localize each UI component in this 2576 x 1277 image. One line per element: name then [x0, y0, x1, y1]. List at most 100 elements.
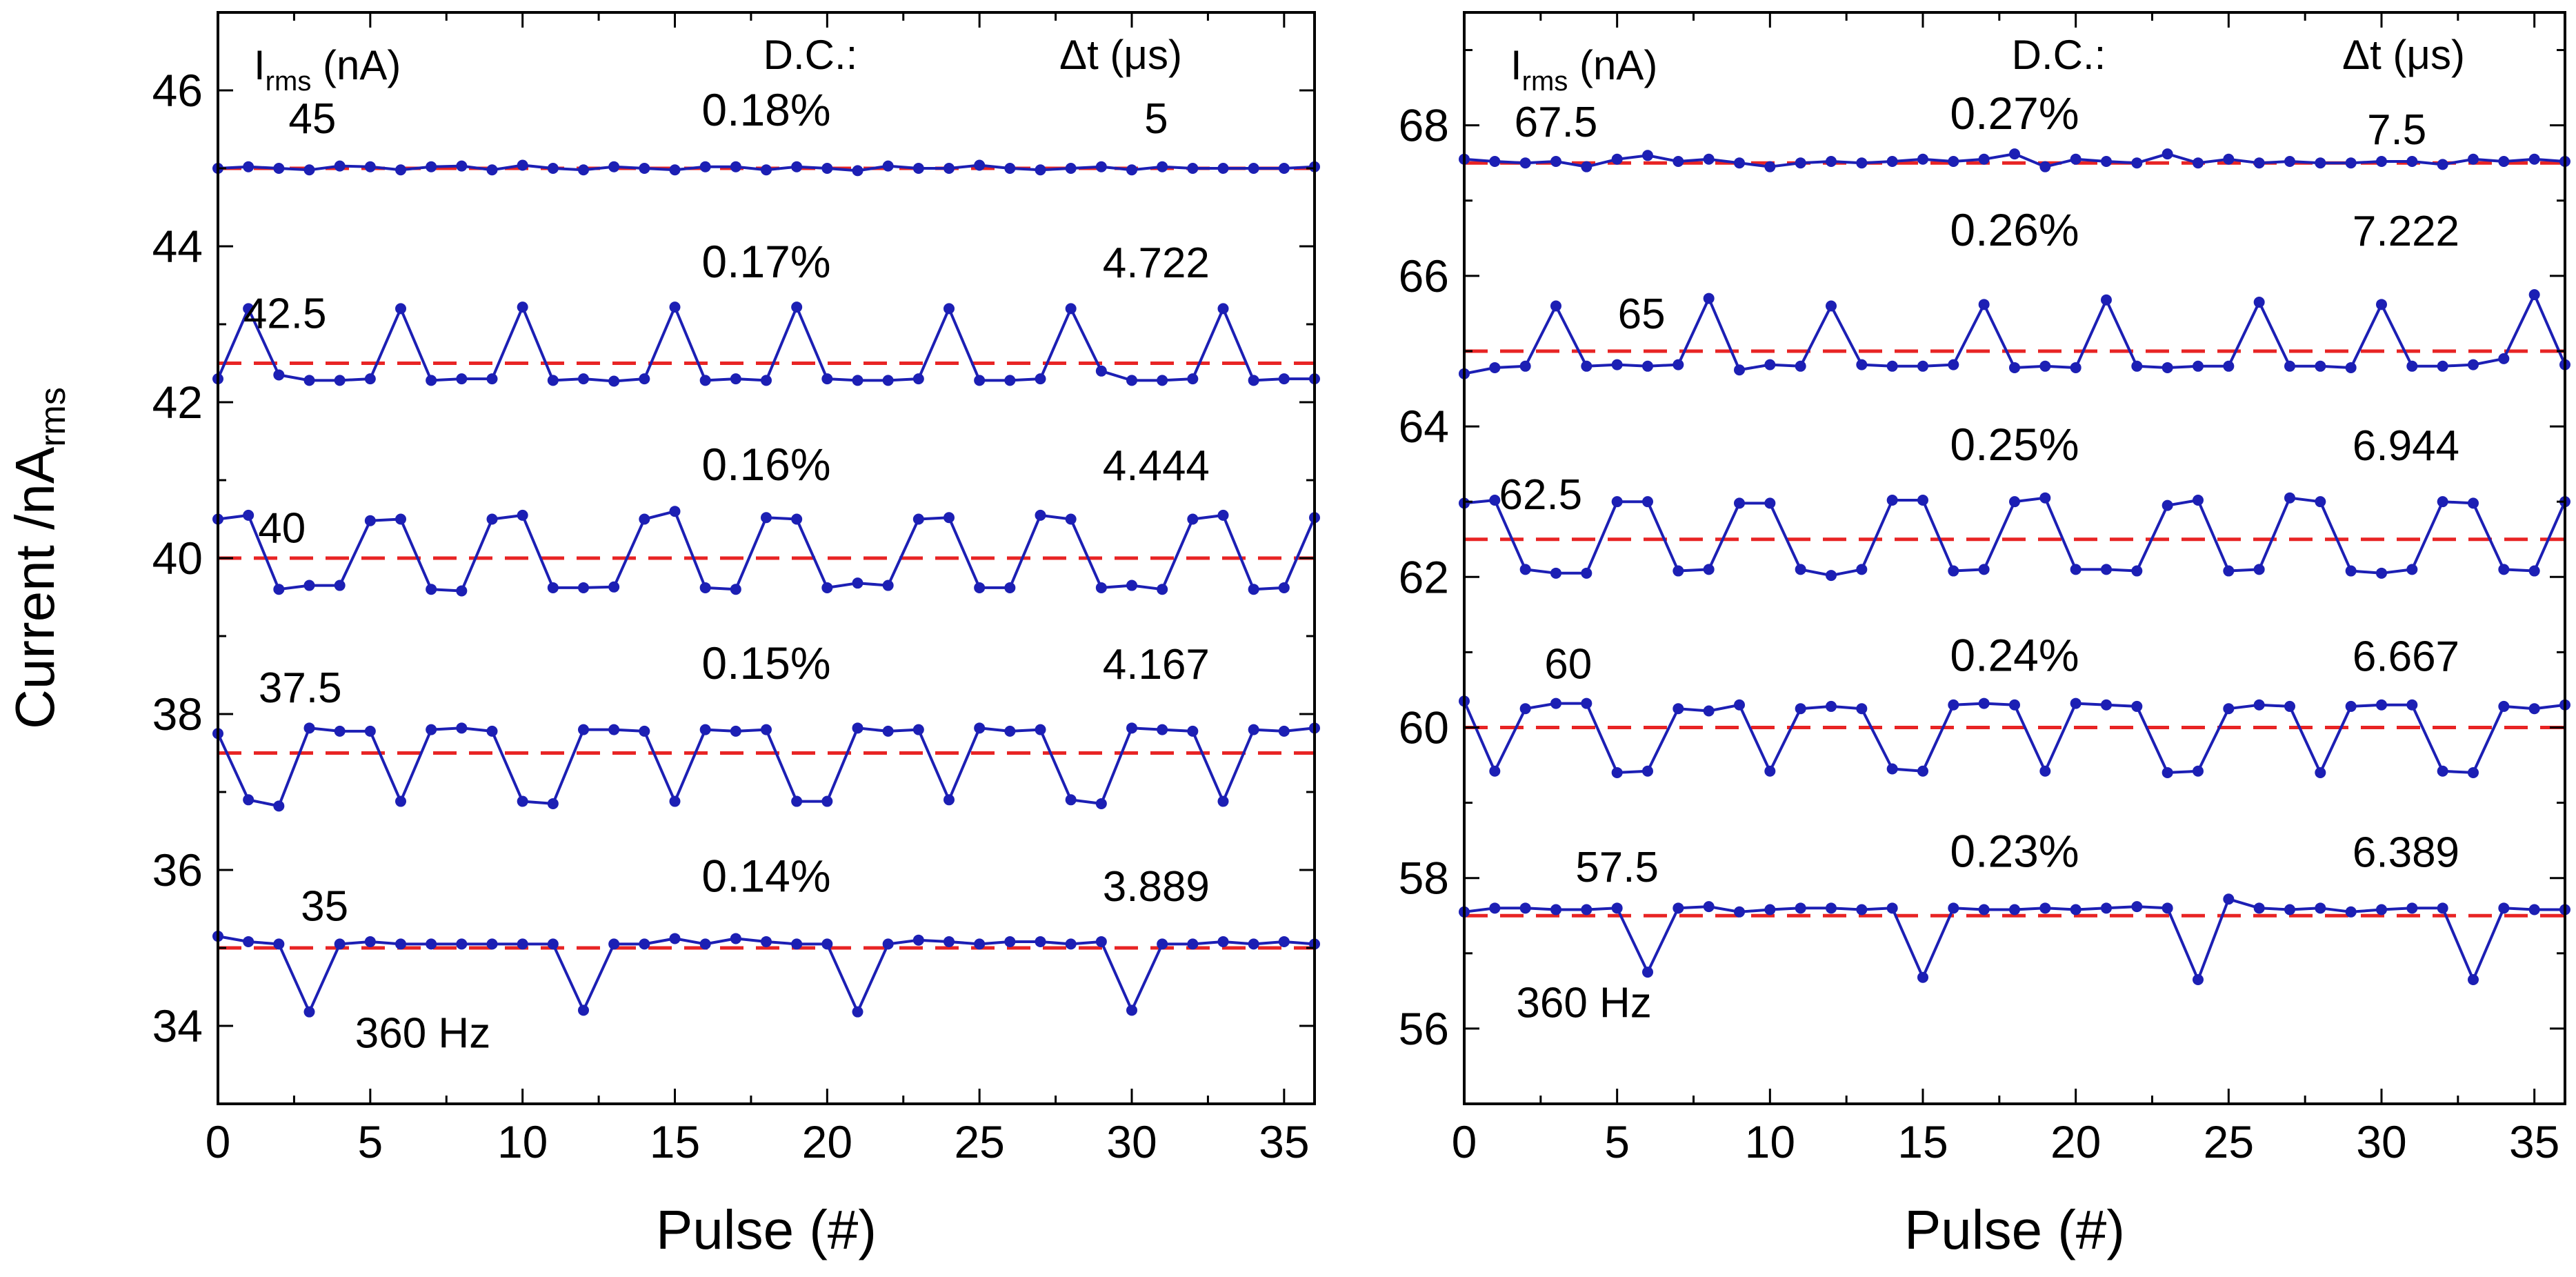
data-point — [761, 164, 772, 176]
data-point — [852, 1006, 863, 1018]
right-plot-content — [1459, 148, 2570, 985]
data-point — [1248, 375, 1259, 386]
data-point — [1095, 936, 1107, 947]
data-point — [1642, 967, 1653, 978]
data-point — [517, 301, 528, 313]
data-point — [486, 373, 498, 385]
data-point — [882, 375, 894, 386]
data-point — [1642, 765, 1653, 777]
data-point — [1187, 163, 1199, 174]
data-point — [882, 160, 894, 172]
data-point — [1065, 794, 1077, 806]
data-point — [456, 585, 468, 597]
data-point — [2406, 564, 2418, 575]
data-point — [669, 301, 681, 313]
data-point — [791, 938, 803, 950]
data-point — [912, 513, 924, 525]
irms-label: 42.5 — [243, 290, 327, 338]
data-point — [2193, 765, 2204, 777]
data-point — [273, 163, 285, 174]
irms-label: 65 — [1618, 290, 1666, 338]
data-point — [2161, 766, 2173, 778]
data-point — [395, 938, 406, 950]
data-point — [303, 1006, 315, 1018]
data-point — [2070, 697, 2081, 709]
left-header-irms-sub: rms — [266, 66, 312, 97]
data-point — [912, 724, 924, 735]
dt-label: 6.389 — [2353, 829, 2459, 876]
data-point — [1734, 497, 1745, 509]
data-point — [2528, 289, 2540, 301]
data-point — [1856, 359, 1868, 370]
data-point — [1065, 163, 1077, 174]
data-point — [2528, 153, 2540, 165]
irms-label: 57.5 — [1575, 844, 1659, 891]
data-point — [1004, 725, 1016, 737]
right-annotations: 67.5 0.27% 7.5 65 0.26% 7.222 62.5 0.25% 6.944 60… — [1499, 88, 2459, 1027]
dt-label: 7.5 — [2367, 106, 2426, 154]
x-tick-label: 15 — [650, 1116, 700, 1167]
data-point — [1126, 375, 1137, 386]
data-point — [699, 375, 711, 386]
data-point — [486, 938, 498, 950]
data-point — [2468, 359, 2479, 370]
data-point — [2437, 159, 2448, 170]
data-point — [1550, 904, 1561, 915]
dc-label: 0.26% — [1950, 204, 2079, 255]
data-point — [2406, 699, 2418, 711]
data-point — [912, 163, 924, 174]
data-point — [1673, 156, 1684, 168]
data-point — [974, 938, 986, 950]
data-point — [2468, 973, 2479, 985]
data-point — [2437, 765, 2448, 777]
data-point — [1978, 153, 1990, 165]
dt-label: 3.889 — [1103, 863, 1210, 911]
data-point — [882, 580, 894, 591]
data-point — [1886, 156, 1898, 168]
dc-label: 0.18% — [701, 84, 830, 135]
data-point — [2284, 492, 2295, 504]
data-point — [1948, 359, 1959, 370]
data-point — [426, 584, 437, 595]
data-point — [2528, 703, 2540, 715]
data-point — [2039, 492, 2051, 504]
y-tick-label: 68 — [1399, 100, 1449, 151]
data-point — [1856, 703, 1868, 715]
data-point — [1886, 902, 1898, 914]
irms-label: 37.5 — [259, 664, 342, 712]
data-point — [761, 724, 772, 735]
data-point — [2345, 362, 2357, 373]
data-point — [1795, 703, 1806, 715]
data-point — [1581, 904, 1592, 915]
data-point — [2406, 360, 2418, 372]
data-point — [1856, 157, 1868, 169]
data-point — [2070, 904, 2081, 915]
left-ticks: 0 5 10 15 20 25 30 35 34 36 38 40 42 44 46 — [152, 11, 1315, 1167]
data-point — [882, 725, 894, 737]
data-point — [852, 375, 863, 386]
y-tick-label: 64 — [1399, 401, 1449, 452]
x-tick-label: 10 — [497, 1116, 548, 1167]
data-point — [2070, 564, 2081, 575]
data-point — [517, 795, 528, 807]
left-annotations: 45 0.18% 5 42.5 0.17% 4.722 40 0.16% 4.444 37.5 0.… — [243, 84, 1210, 1058]
data-point — [2315, 360, 2326, 372]
data-point — [2345, 700, 2357, 712]
data-point — [364, 373, 376, 385]
y-tick-label: 44 — [152, 221, 203, 272]
data-point — [1703, 293, 1715, 304]
right-axes-frame — [1463, 11, 2566, 1105]
data-point — [1095, 161, 1107, 172]
data-point — [1978, 904, 1990, 915]
data-point — [1187, 373, 1199, 385]
left-x-axis-title: Pulse (#) — [656, 1199, 877, 1260]
data-point — [699, 724, 711, 735]
data-point — [1673, 703, 1684, 715]
y-tick-label: 60 — [1399, 702, 1449, 753]
data-point — [2315, 766, 2326, 778]
data-point — [273, 800, 285, 812]
x-tick-label: 20 — [802, 1116, 852, 1167]
data-point — [1004, 163, 1016, 174]
data-point — [2345, 906, 2357, 918]
